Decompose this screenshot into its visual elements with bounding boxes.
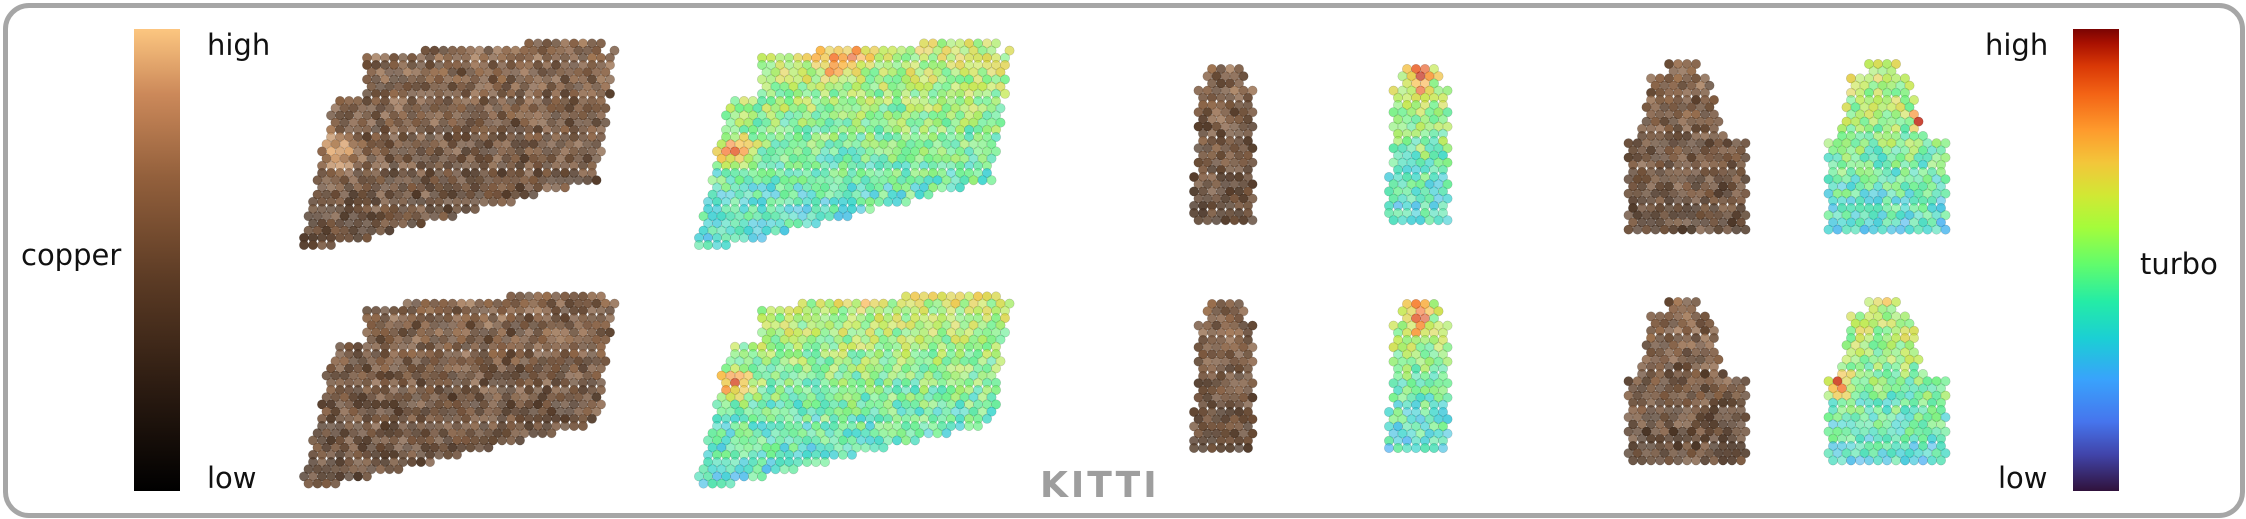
cyclist-copper-top [1623, 59, 1751, 235]
turbo-high-label: high [1985, 28, 2049, 62]
cyclist-turbo-top [1823, 59, 1951, 235]
cyclist-turbo-bottom [1823, 297, 1951, 466]
turbo-colorbar [2073, 29, 2119, 491]
pedestrian-copper-bottom [1189, 299, 1258, 454]
cyclist-copper-bottom [1623, 297, 1751, 466]
car-turbo-bottom [694, 291, 1015, 489]
copper-colorbar [134, 29, 180, 491]
turbo-low-label: low [1998, 461, 2048, 495]
copper-high-label: high [207, 28, 271, 62]
car-copper-bottom [299, 291, 620, 489]
turbo-colormap-label: turbo [2140, 247, 2218, 281]
pedestrian-turbo-top [1384, 64, 1453, 226]
copper-low-label: low [207, 461, 257, 495]
pedestrian-copper-top [1189, 64, 1258, 226]
car-turbo-top [694, 38, 1015, 251]
dataset-caption: KITTI [1040, 465, 1160, 506]
pedestrian-turbo-bottom [1384, 299, 1453, 454]
car-copper-top [299, 38, 620, 251]
copper-colormap-label: copper [21, 238, 122, 272]
